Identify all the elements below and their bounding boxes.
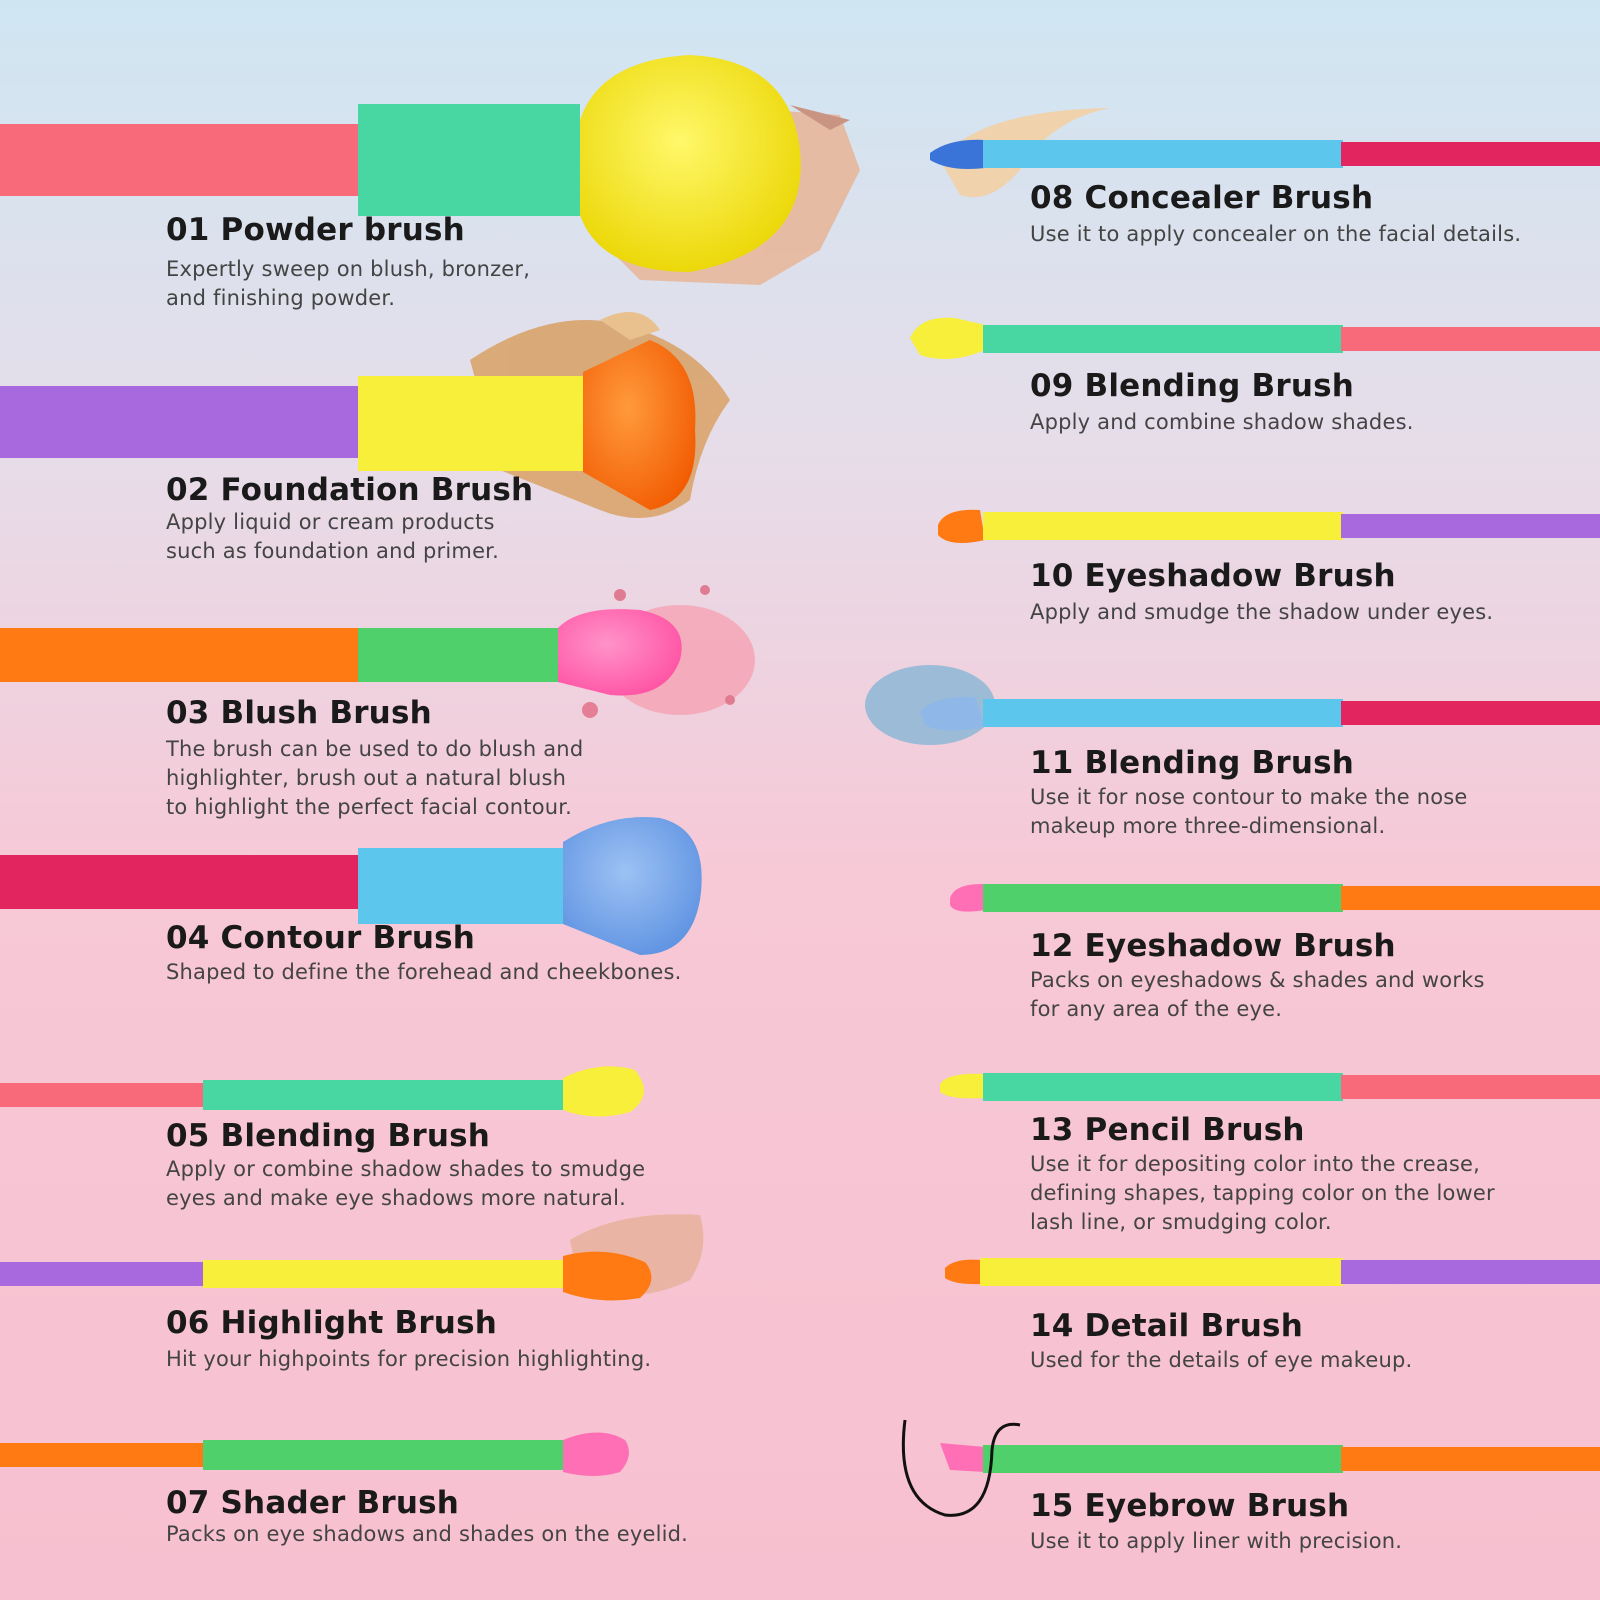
blush-brush-image (0, 609, 682, 696)
brush-title: 07 Shader Brush (166, 1485, 460, 1521)
brush-description: Expertly sweep on blush, bronzer, and fi… (166, 257, 531, 310)
blending-brush-05-image (0, 1066, 644, 1117)
brush-description: Use it to apply concealer on the facial … (1030, 222, 1522, 246)
brush-title: 14 Detail Brush (1030, 1308, 1303, 1344)
brush-description: Apply liquid or cream products such as f… (166, 510, 499, 563)
eyeshadow-brush-10-image (938, 509, 1600, 544)
concealer-brush-image (930, 139, 1600, 169)
brush-title: 02 Foundation Brush (166, 472, 534, 508)
brush-description: Apply or combine shadow shades to smudge… (166, 1157, 646, 1210)
eyeshadow-brush-12-image (950, 883, 1600, 912)
contour-brush-image (0, 817, 702, 955)
brush-description: Packs on eye shadows and shades on the e… (166, 1522, 689, 1546)
brush-description: Hit your highpoints for precision highli… (166, 1347, 652, 1371)
blending-brush-09-image (910, 317, 1600, 359)
brush-title: 13 Pencil Brush (1030, 1112, 1305, 1148)
brush-description: The brush can be used to do blush and hi… (166, 737, 584, 819)
brush-description: Use it to apply liner with precision. (1030, 1529, 1403, 1553)
brush-description: Use it for nose contour to make the nose… (1030, 785, 1468, 838)
brush-description: Apply and smudge the shadow under eyes. (1030, 600, 1494, 624)
powder-brush-image (0, 55, 801, 272)
brush-title: 06 Highlight Brush (166, 1305, 497, 1341)
brush-title: 04 Contour Brush (166, 920, 476, 956)
brush-title: 12 Eyeshadow Brush (1030, 928, 1396, 964)
eyebrow-brush-image (901, 1419, 1600, 1517)
brush-description: Apply and combine shadow shades. (1030, 410, 1414, 434)
brush-title: 10 Eyeshadow Brush (1030, 558, 1396, 594)
brush-title: 08 Concealer Brush (1030, 180, 1374, 216)
foundation-brush-image (0, 340, 696, 510)
detail-brush-image (945, 1258, 1600, 1286)
shader-brush-image (0, 1432, 629, 1476)
brush-title: 11 Blending Brush (1030, 745, 1355, 781)
brush-description: Use it for depositing color into the cre… (1030, 1152, 1495, 1234)
blending-brush-11-image (920, 696, 1600, 731)
brush-title: 01 Powder brush (166, 212, 465, 248)
brush-title: 15 Eyebrow Brush (1030, 1488, 1350, 1524)
brush-title: 03 Blush Brush (166, 695, 432, 731)
highlight-brush-image (0, 1251, 652, 1301)
brush-title: 05 Blending Brush (166, 1118, 491, 1154)
brush-description: Packs on eyeshadows & shades and works f… (1030, 968, 1485, 1021)
pencil-brush-image (940, 1073, 1600, 1101)
brush-title: 09 Blending Brush (1030, 368, 1355, 404)
brush-description: Shaped to define the forehead and cheekb… (166, 960, 682, 984)
brush-description: Used for the details of eye makeup. (1030, 1348, 1413, 1372)
